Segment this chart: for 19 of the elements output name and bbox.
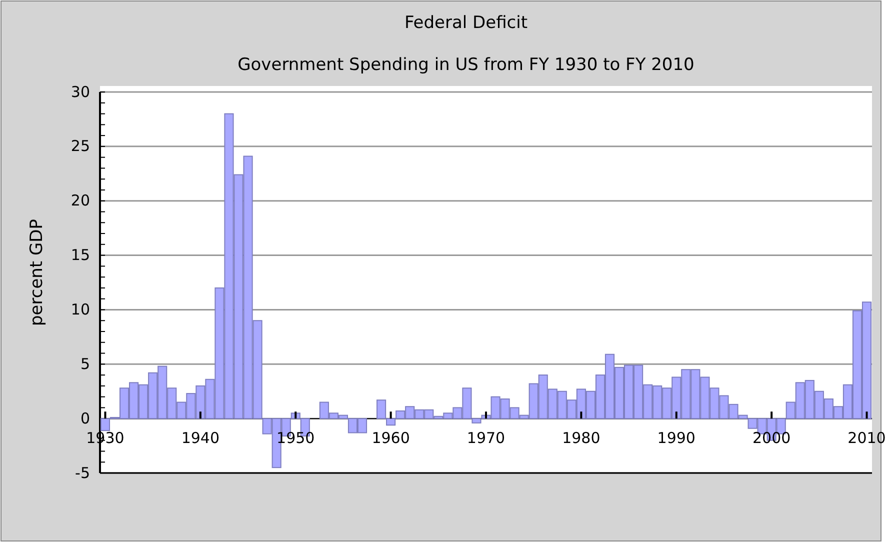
chart-title: Federal Deficit	[404, 13, 528, 33]
x-tick-label: 2000	[752, 429, 791, 448]
y-tick-label: 0	[80, 409, 90, 428]
y-axis-title: percent GDP	[27, 218, 47, 326]
y-tick-label: 20	[70, 192, 90, 210]
x-tick-label: 1990	[657, 429, 696, 448]
y-tick-label: 15	[70, 246, 90, 264]
y-tick-label: 30	[70, 82, 90, 101]
x-tick-label: 2010	[848, 429, 886, 448]
y-tick-label: 10	[70, 300, 90, 319]
chart-subtitle: Government Spending in US from FY 1930 to FY 2010	[238, 55, 694, 75]
x-tick-label: 1960	[372, 429, 410, 448]
x-tick-label: 1950	[276, 429, 315, 448]
y-tick-label: 5	[80, 354, 90, 373]
x-tick-label: 1980	[562, 429, 600, 448]
y-tick-label: -5	[75, 464, 90, 482]
x-tick-label: 1970	[466, 429, 506, 448]
y-tick-label: 25	[70, 137, 90, 156]
x-tick-label: 1940	[181, 429, 220, 448]
